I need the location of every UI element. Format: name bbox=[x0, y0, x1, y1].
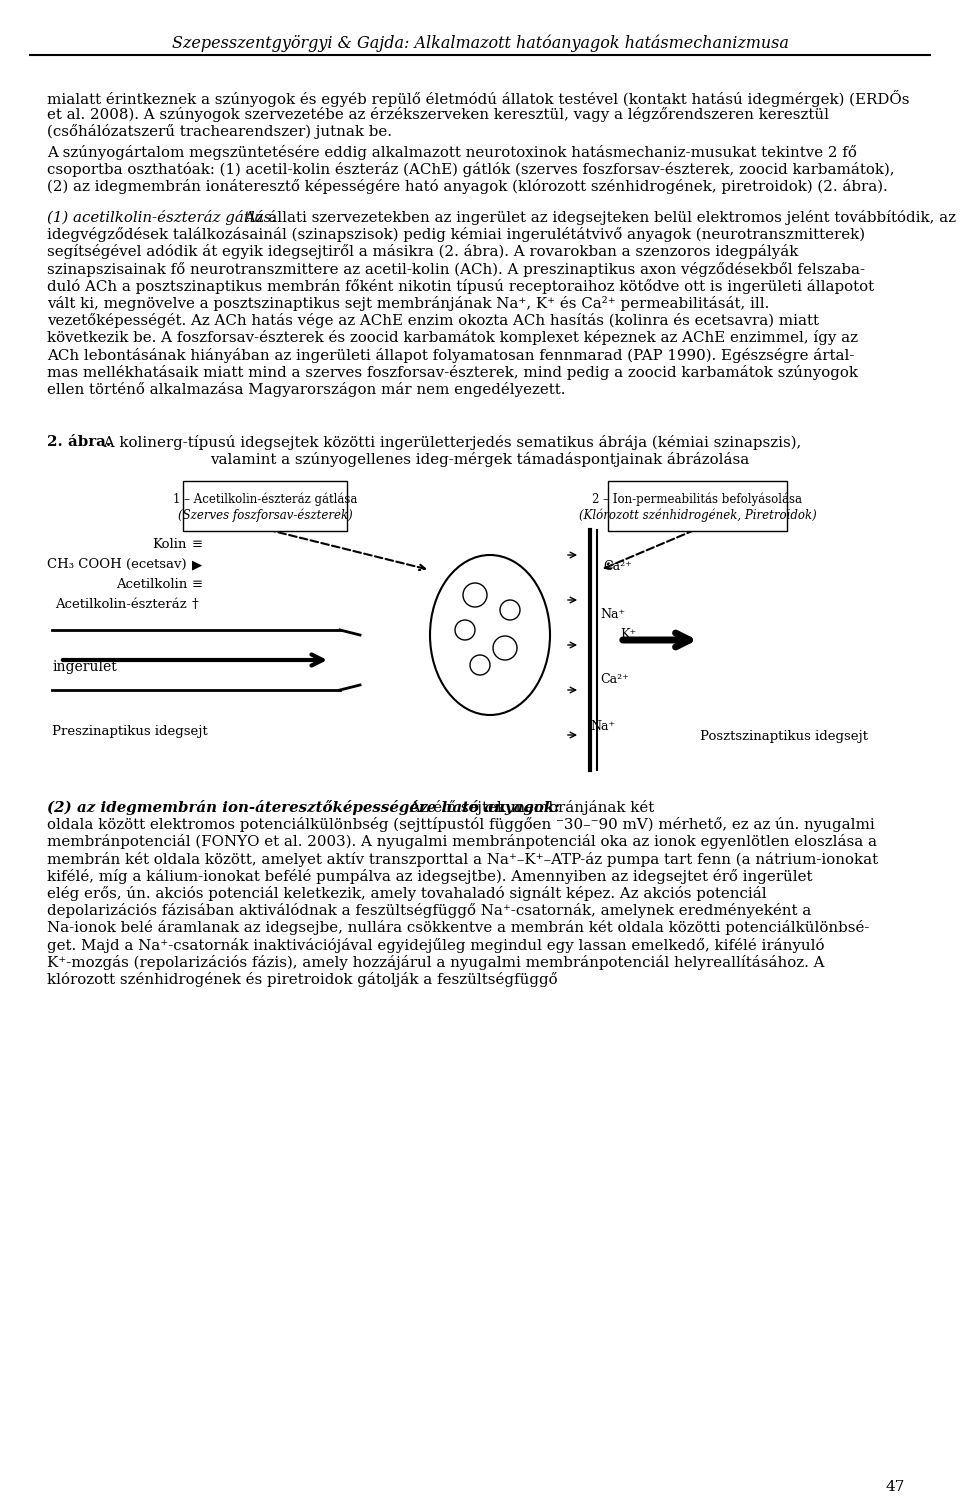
Text: membránpotenciál (FONYO et al. 2003). A nyugalmi membránpotenciál oka az ionok e: membránpotenciál (FONYO et al. 2003). A … bbox=[47, 835, 877, 850]
Text: 47: 47 bbox=[886, 1480, 905, 1493]
Text: et al. 2008). A szúnyogok szervezetébe az érzékszerveken keresztül, vagy a légző: et al. 2008). A szúnyogok szervezetébe a… bbox=[47, 107, 829, 122]
Text: CH₃ COOH (ecetsav): CH₃ COOH (ecetsav) bbox=[47, 558, 187, 571]
Text: depolarizációs fázisában aktiválódnak a feszültségfüggő Na⁺-csatornák, amelynek : depolarizációs fázisában aktiválódnak a … bbox=[47, 903, 811, 918]
Text: vezetőképességét. Az ACh hatás vége az AChE enzim okozta ACh hasítás (kolinra és: vezetőképességét. Az ACh hatás vége az A… bbox=[47, 313, 819, 329]
Text: get. Majd a Na⁺-csatornák inaktivációjával egyidejűleg megindul egy lassan emelk: get. Majd a Na⁺-csatornák inaktivációjáv… bbox=[47, 937, 825, 952]
Circle shape bbox=[463, 583, 487, 607]
Text: ellen történő alkalmazása Magyarországon már nem engedélyezett.: ellen történő alkalmazása Magyarországon… bbox=[47, 381, 565, 396]
Text: elég erős, ún. akciós potenciál keletkezik, amely tovahaladó signált képez. Az a: elég erős, ún. akciós potenciál keletkez… bbox=[47, 886, 767, 901]
Text: Szepesszentgyörgyi & Gajda: Alkalmazott hatóanyagok hatásmechanizmusa: Szepesszentgyörgyi & Gajda: Alkalmazott … bbox=[172, 35, 788, 53]
Text: (2) az idegmembrán ion-áteresztőképességére ható anyagok:: (2) az idegmembrán ion-áteresztőképesség… bbox=[47, 800, 560, 815]
Text: (1) acetilkolin-észteráz gátlás:: (1) acetilkolin-észteráz gátlás: bbox=[47, 209, 276, 225]
Text: duló ACh a posztszinaptikus membrán főként nikotin típusú receptoraihoz kötődve : duló ACh a posztszinaptikus membrán főké… bbox=[47, 279, 875, 294]
Text: következik be. A foszforsav-észterek és zoocid karbamátok komplexet képeznek az : következik be. A foszforsav-észterek és … bbox=[47, 330, 858, 345]
Text: mas mellékhatásaik miatt mind a szerves foszforsav-észterek, mind pedig a zoocid: mas mellékhatásaik miatt mind a szerves … bbox=[47, 365, 858, 380]
Text: Posztszinaptikus idegsejt: Posztszinaptikus idegsejt bbox=[700, 729, 868, 743]
Text: Ca²⁺: Ca²⁺ bbox=[603, 561, 632, 573]
Text: Ca²⁺: Ca²⁺ bbox=[600, 674, 629, 686]
Text: ≡: ≡ bbox=[192, 538, 204, 552]
Text: Na-ionok belé áramlanak az idegsejbe, nullára csökkentve a membrán két oldala kö: Na-ionok belé áramlanak az idegsejbe, nu… bbox=[47, 921, 870, 936]
Text: klórozott szénhidrogének és piretroidok gátolják a feszültségfüggő: klórozott szénhidrogének és piretroidok … bbox=[47, 972, 558, 987]
Text: Az állati szervezetekben az ingerület az idegsejteken belül elektromos jelént to: Az állati szervezetekben az ingerület az… bbox=[240, 209, 956, 225]
Text: 2. ábra.: 2. ábra. bbox=[47, 436, 111, 449]
Text: kifélé, míg a kálium-ionokat befélé pumpálva az idegsejtbe). Amennyiben az idegs: kifélé, míg a kálium-ionokat befélé pump… bbox=[47, 870, 812, 883]
Text: szinapszisainak fő neurotranszmittere az acetil-kolin (ACh). A preszinaptikus ax: szinapszisainak fő neurotranszmittere az… bbox=[47, 262, 865, 277]
Text: Acetilkolin-észteráz: Acetilkolin-észteráz bbox=[56, 598, 187, 610]
Text: ≡: ≡ bbox=[192, 579, 204, 591]
Text: ▶: ▶ bbox=[192, 558, 203, 571]
Text: Kolin: Kolin bbox=[153, 538, 187, 552]
Text: †: † bbox=[192, 598, 199, 610]
FancyBboxPatch shape bbox=[183, 481, 347, 530]
Text: membrán két oldala között, amelyet aktív transzporttal a Na⁺–K⁺–ATP-áz pumpa tar: membrán két oldala között, amelyet aktív… bbox=[47, 851, 878, 867]
Circle shape bbox=[470, 656, 490, 675]
Text: vált ki, megnövelve a posztszinaptikus sejt membránjának Na⁺, K⁺ és Ca²⁺ permeab: vált ki, megnövelve a posztszinaptikus s… bbox=[47, 295, 769, 310]
Circle shape bbox=[500, 600, 520, 619]
Ellipse shape bbox=[430, 555, 550, 714]
Text: (csőhálózatszerű trachearendszer) jutnak be.: (csőhálózatszerű trachearendszer) jutnak… bbox=[47, 125, 392, 140]
Text: A kolinerg-típusú idegsejtek közötti ingerületterjedés sematikus ábrája (kémiai : A kolinerg-típusú idegsejtek közötti ing… bbox=[99, 436, 802, 451]
Text: K⁺: K⁺ bbox=[620, 628, 636, 640]
Circle shape bbox=[493, 636, 517, 660]
Text: Az élő sejtek membránjának két: Az élő sejtek membránjának két bbox=[405, 800, 655, 815]
Text: Na⁺: Na⁺ bbox=[600, 607, 625, 621]
Text: 1 – Acetilkolin-észteráz gátlása: 1 – Acetilkolin-észteráz gátlása bbox=[173, 493, 357, 506]
Text: valamint a szúnyogellenes ideg-mérgek támadáspontjainak ábrázolása: valamint a szúnyogellenes ideg-mérgek tá… bbox=[210, 452, 750, 467]
Text: Preszinaptikus idegsejt: Preszinaptikus idegsejt bbox=[52, 725, 207, 738]
Text: (Szerves foszforsav-észterek): (Szerves foszforsav-észterek) bbox=[178, 508, 352, 521]
Circle shape bbox=[455, 619, 475, 640]
Text: (Klórozott szénhidrogének, Piretroidok): (Klórozott szénhidrogének, Piretroidok) bbox=[579, 508, 816, 521]
Text: (2) az idegmembrán ionáteresztő képességére ható anyagok (klórozott szénhidrogén: (2) az idegmembrán ionáteresztő képesség… bbox=[47, 179, 888, 194]
Text: mialatt érintkeznek a szúnyogok és egyéb repülő életmódú állatok testével (konta: mialatt érintkeznek a szúnyogok és egyéb… bbox=[47, 90, 909, 107]
Text: A szúnyogártalom megszüntetésére eddig alkalmazott neurotoxinok hatásmechaniz-mu: A szúnyogártalom megszüntetésére eddig a… bbox=[47, 145, 857, 160]
Text: oldala között elektromos potenciálkülönbség (sejttípustól függően ⁻30–⁻90 mV) mé: oldala között elektromos potenciálkülönb… bbox=[47, 817, 875, 832]
FancyBboxPatch shape bbox=[608, 481, 787, 530]
Text: 2 – Ion-permeabilitás befolyásolása: 2 – Ion-permeabilitás befolyásolása bbox=[592, 493, 803, 506]
Text: ACh lebontásának hiányában az ingerületi állapot folyamatosan fennmarad (PAP 199: ACh lebontásának hiányában az ingerületi… bbox=[47, 348, 854, 363]
Text: Acetilkolin: Acetilkolin bbox=[116, 579, 187, 591]
Text: ingerület: ingerület bbox=[52, 660, 117, 674]
Text: csoportba oszthatóak: (1) acetil-kolin észteráz (AChE) gátlók (szerves foszforsa: csoportba oszthatóak: (1) acetil-kolin é… bbox=[47, 163, 895, 178]
Text: K⁺-mozgás (repolarizációs fázis), amely hozzájárul a nyugalmi membránpotenciál h: K⁺-mozgás (repolarizációs fázis), amely … bbox=[47, 955, 825, 971]
Text: segítségével adódik át egyik idegsejtiről a másikra (2. ábra). A rovarokban a sz: segítségével adódik át egyik idegsejtirő… bbox=[47, 244, 799, 259]
Text: Na⁺: Na⁺ bbox=[590, 720, 615, 732]
Text: idegvégződések találkozásainál (szinapszisok) pedig kémiai ingerulétátvivő anyag: idegvégződések találkozásainál (szinapsz… bbox=[47, 228, 865, 243]
